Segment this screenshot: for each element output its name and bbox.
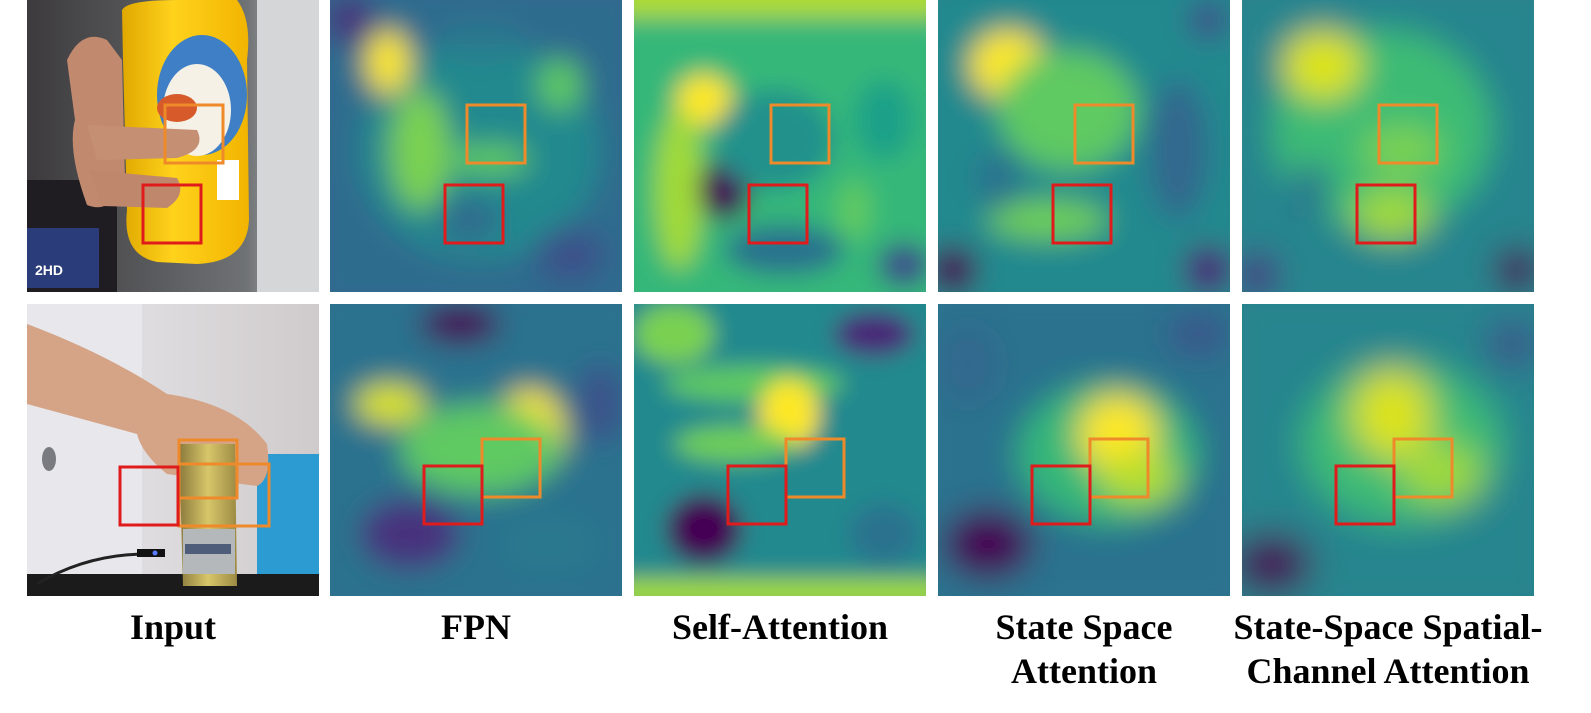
fpn-heatmap-row2 — [330, 304, 622, 596]
ssca-heatmap-row2 — [1242, 304, 1534, 596]
caption-ssca-line1: State-Space Spatial- — [1233, 607, 1543, 647]
caption-state-space-attention-line2: Attention — [1011, 651, 1157, 691]
caption-fpn: FPN — [311, 605, 641, 649]
input-image-row1: 2HD — [27, 0, 319, 292]
caption-state-space-attention-line1: State Space — [995, 607, 1173, 647]
caption-ssca: State-Space Spatial- Channel Attention — [1223, 605, 1553, 693]
caption-self-attention: Self-Attention — [615, 605, 945, 649]
caption-ssca-line2: Channel Attention — [1246, 651, 1530, 691]
self-attention-heatmap-row1 — [634, 0, 926, 292]
fpn-heatmap-row1 — [330, 0, 622, 292]
caption-state-space-attention: State Space Attention — [919, 605, 1249, 693]
caption-self-attention-line1: Self-Attention — [672, 607, 888, 647]
caption-fpn-line1: FPN — [441, 607, 511, 647]
input-image-row2 — [27, 304, 319, 596]
ssca-heatmap-row1 — [1242, 0, 1534, 292]
self-attention-heatmap-row2 — [634, 304, 926, 596]
caption-input-line1: Input — [129, 607, 217, 647]
caption-input: Input — [8, 605, 338, 649]
state-space-attention-heatmap-row2 — [938, 304, 1230, 596]
state-space-attention-heatmap-row1 — [938, 0, 1230, 292]
svg-text:2HD: 2HD — [35, 262, 63, 278]
